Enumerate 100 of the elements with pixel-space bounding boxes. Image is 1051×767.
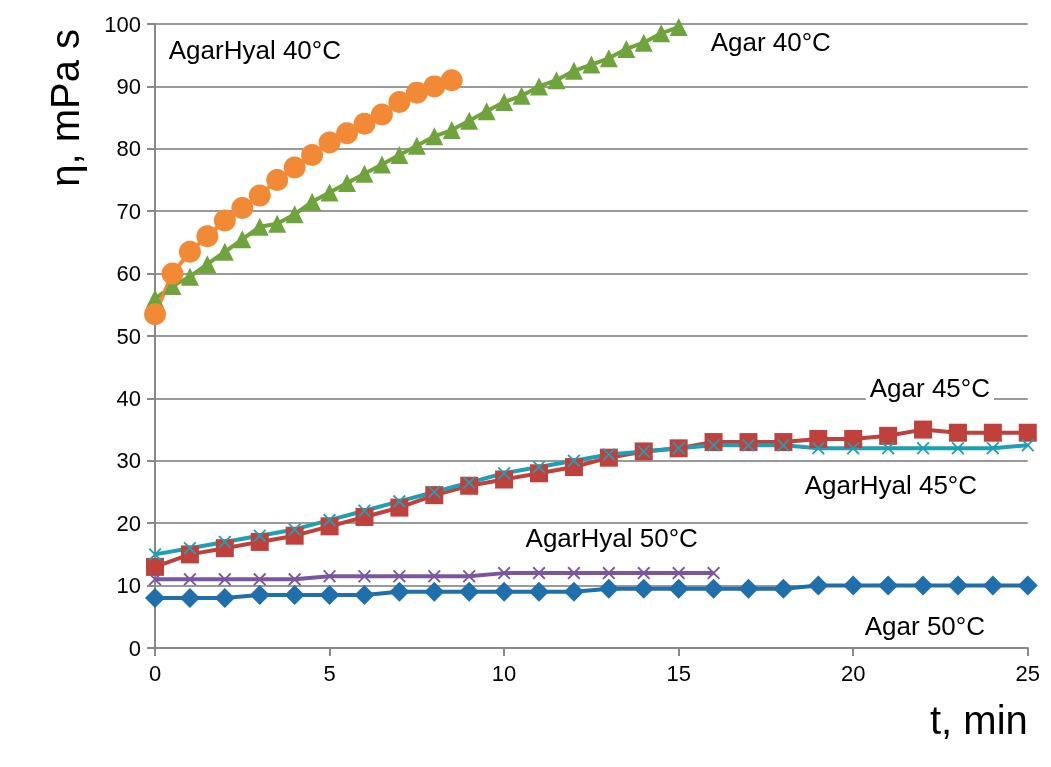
point [336, 122, 359, 145]
series-label: AgarHyal 45°C [804, 470, 978, 501]
series-label: Agar 45°C [869, 372, 991, 403]
point [494, 581, 515, 602]
point [459, 581, 480, 602]
point [196, 225, 219, 248]
series-label: AgarHyal 50°C [525, 523, 698, 554]
point [285, 205, 304, 224]
point [161, 262, 184, 285]
point [144, 303, 166, 326]
point [389, 581, 410, 602]
point [405, 81, 428, 104]
point [354, 584, 375, 605]
point [370, 103, 393, 126]
point [1021, 438, 1035, 452]
point [672, 566, 686, 580]
x-tick-label: 10 [491, 660, 517, 686]
point [948, 423, 967, 442]
point [284, 584, 305, 605]
point [633, 578, 654, 599]
x-tick-label: 15 [666, 660, 691, 686]
point [582, 55, 601, 74]
y-axis-title: η, mPa s [43, 29, 87, 187]
point [319, 584, 340, 605]
point [253, 572, 267, 586]
point [703, 578, 724, 599]
point [547, 71, 566, 90]
x-axis-title: t, min [929, 698, 1028, 742]
point [599, 49, 618, 68]
point [530, 77, 549, 96]
point [392, 569, 406, 583]
x-tick-label: 5 [323, 660, 336, 686]
point [303, 192, 322, 211]
point [881, 441, 895, 455]
point [180, 267, 199, 286]
y-tick-label: 50 [116, 323, 141, 349]
y-tick-label: 80 [116, 136, 141, 162]
point [497, 566, 511, 580]
point [250, 217, 269, 236]
point [564, 61, 583, 80]
point [440, 69, 463, 92]
x-tick-label: 20 [840, 660, 866, 686]
point [916, 441, 930, 455]
y-tick-label: 10 [116, 573, 141, 599]
point [233, 230, 252, 249]
point [637, 566, 651, 580]
point [338, 174, 357, 193]
point [986, 441, 1000, 455]
point [879, 426, 898, 445]
point [372, 155, 391, 174]
point [390, 146, 409, 165]
y-tick-label: 40 [116, 385, 141, 411]
point [617, 39, 636, 58]
point [357, 569, 371, 583]
series-label: Agar 40°C [710, 27, 831, 58]
point [843, 575, 864, 596]
point [983, 423, 1002, 442]
point [460, 111, 479, 130]
y-tick-label: 0 [128, 635, 141, 661]
point [423, 75, 446, 98]
point [567, 566, 581, 580]
point [248, 184, 271, 207]
point [407, 136, 426, 155]
point [1017, 575, 1038, 596]
x-tick-label: 25 [1015, 660, 1041, 686]
point [388, 91, 411, 113]
point [183, 572, 197, 586]
point [634, 33, 653, 52]
point [145, 588, 165, 609]
point [1018, 423, 1037, 442]
point [283, 156, 306, 179]
point [424, 581, 445, 602]
point [268, 214, 287, 233]
point [301, 144, 324, 167]
point [218, 572, 232, 586]
point [214, 588, 235, 609]
point [427, 569, 441, 583]
point [951, 441, 965, 455]
point [323, 569, 337, 583]
y-tick-label: 90 [116, 73, 141, 99]
point [353, 112, 376, 135]
point [178, 240, 201, 263]
point [477, 102, 496, 121]
x-tick-label: 0 [148, 660, 162, 686]
point [668, 578, 689, 599]
point [878, 575, 899, 596]
point [913, 575, 934, 596]
y-tick-label: 70 [116, 198, 141, 224]
point [462, 569, 476, 583]
point [811, 441, 825, 455]
point [249, 584, 270, 605]
point [602, 566, 616, 580]
point [844, 429, 863, 448]
text: AgarHyal 40°C [168, 35, 341, 66]
y-tick-label: 20 [116, 510, 141, 536]
point [355, 164, 374, 183]
point [598, 578, 619, 599]
point [231, 197, 254, 220]
y-tick-label: 100 [104, 11, 141, 37]
point [320, 183, 339, 202]
